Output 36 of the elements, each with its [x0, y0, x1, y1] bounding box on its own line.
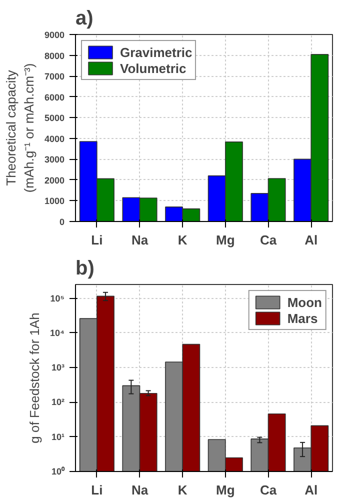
y-tick-label: 3000: [44, 154, 65, 165]
x-tick-label: Al: [304, 482, 318, 498]
x-tick-label: K: [178, 232, 188, 248]
x-tick-label: Na: [131, 482, 149, 498]
y-tick-label: 1000: [44, 196, 65, 206]
y-tick-label: 5000: [44, 113, 65, 124]
x-tick-label: Li: [91, 232, 103, 248]
legend-label: Volumetric: [120, 60, 186, 76]
y-tick-label: 10³: [51, 362, 65, 373]
y-tick-label: 4000: [44, 134, 65, 144]
x-tick-label: Li: [91, 482, 103, 498]
x-tick-label: Ca: [260, 232, 278, 248]
y-tick-label: 10⁰: [51, 466, 66, 476]
x-tick-label: Na: [131, 232, 149, 248]
y-tick-label: 10⁵: [50, 293, 65, 304]
legend-label: Gravimetric: [120, 44, 192, 60]
x-tick-label: K: [178, 482, 188, 498]
y-tick-label: 10⁴: [50, 328, 65, 338]
x-tick-label: Ca: [260, 482, 278, 498]
chart-title: a): [76, 8, 94, 30]
y-tick-label: 9000: [44, 30, 65, 40]
y-tick-label: 7000: [44, 72, 65, 82]
x-tick-label: Al: [304, 232, 318, 248]
y-tick-label: 2000: [44, 175, 65, 186]
y-axis-title: g of Feedstock for 1Ah: [27, 312, 42, 444]
y-tick-label: 10²: [51, 397, 65, 408]
y-tick-label: 10¹: [51, 432, 65, 442]
y-tick-label: 0: [59, 217, 65, 227]
y-tick-label: 6000: [44, 92, 65, 102]
y-axis-title: Theoretical capacity (mAh.g⁻¹ or mAh.cm⁻³): [3, 63, 36, 193]
y-tick-label: 8000: [44, 50, 65, 61]
legend-label: Moon: [287, 294, 322, 310]
chart-title: b): [76, 258, 94, 280]
x-tick-label: Mg: [216, 232, 235, 248]
legend-label: Mars: [287, 310, 318, 326]
x-tick-label: Mg: [216, 482, 235, 498]
